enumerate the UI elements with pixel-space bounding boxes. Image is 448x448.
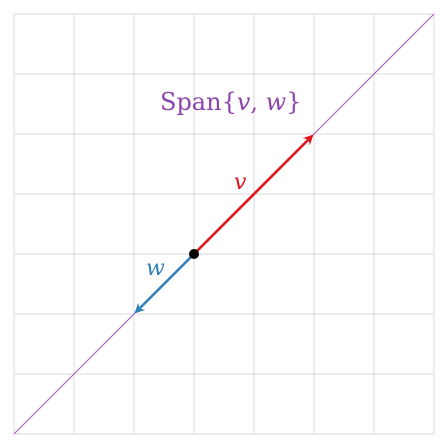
span-label-v: v bbox=[236, 88, 251, 116]
vector-v-arrow bbox=[193, 134, 314, 255]
span-label-w: w bbox=[265, 88, 287, 116]
origin-point bbox=[189, 249, 199, 259]
span-label: Span{v, w} bbox=[160, 90, 302, 114]
grid bbox=[13, 13, 435, 435]
span-label-prefix: Span{ bbox=[160, 88, 237, 116]
vector-v-label: v bbox=[234, 170, 247, 195]
vector-w-arrow bbox=[134, 253, 195, 314]
span-label-suffix: } bbox=[286, 88, 302, 116]
vector-w-label: w bbox=[146, 256, 165, 281]
span-label-separator: , bbox=[250, 88, 266, 116]
